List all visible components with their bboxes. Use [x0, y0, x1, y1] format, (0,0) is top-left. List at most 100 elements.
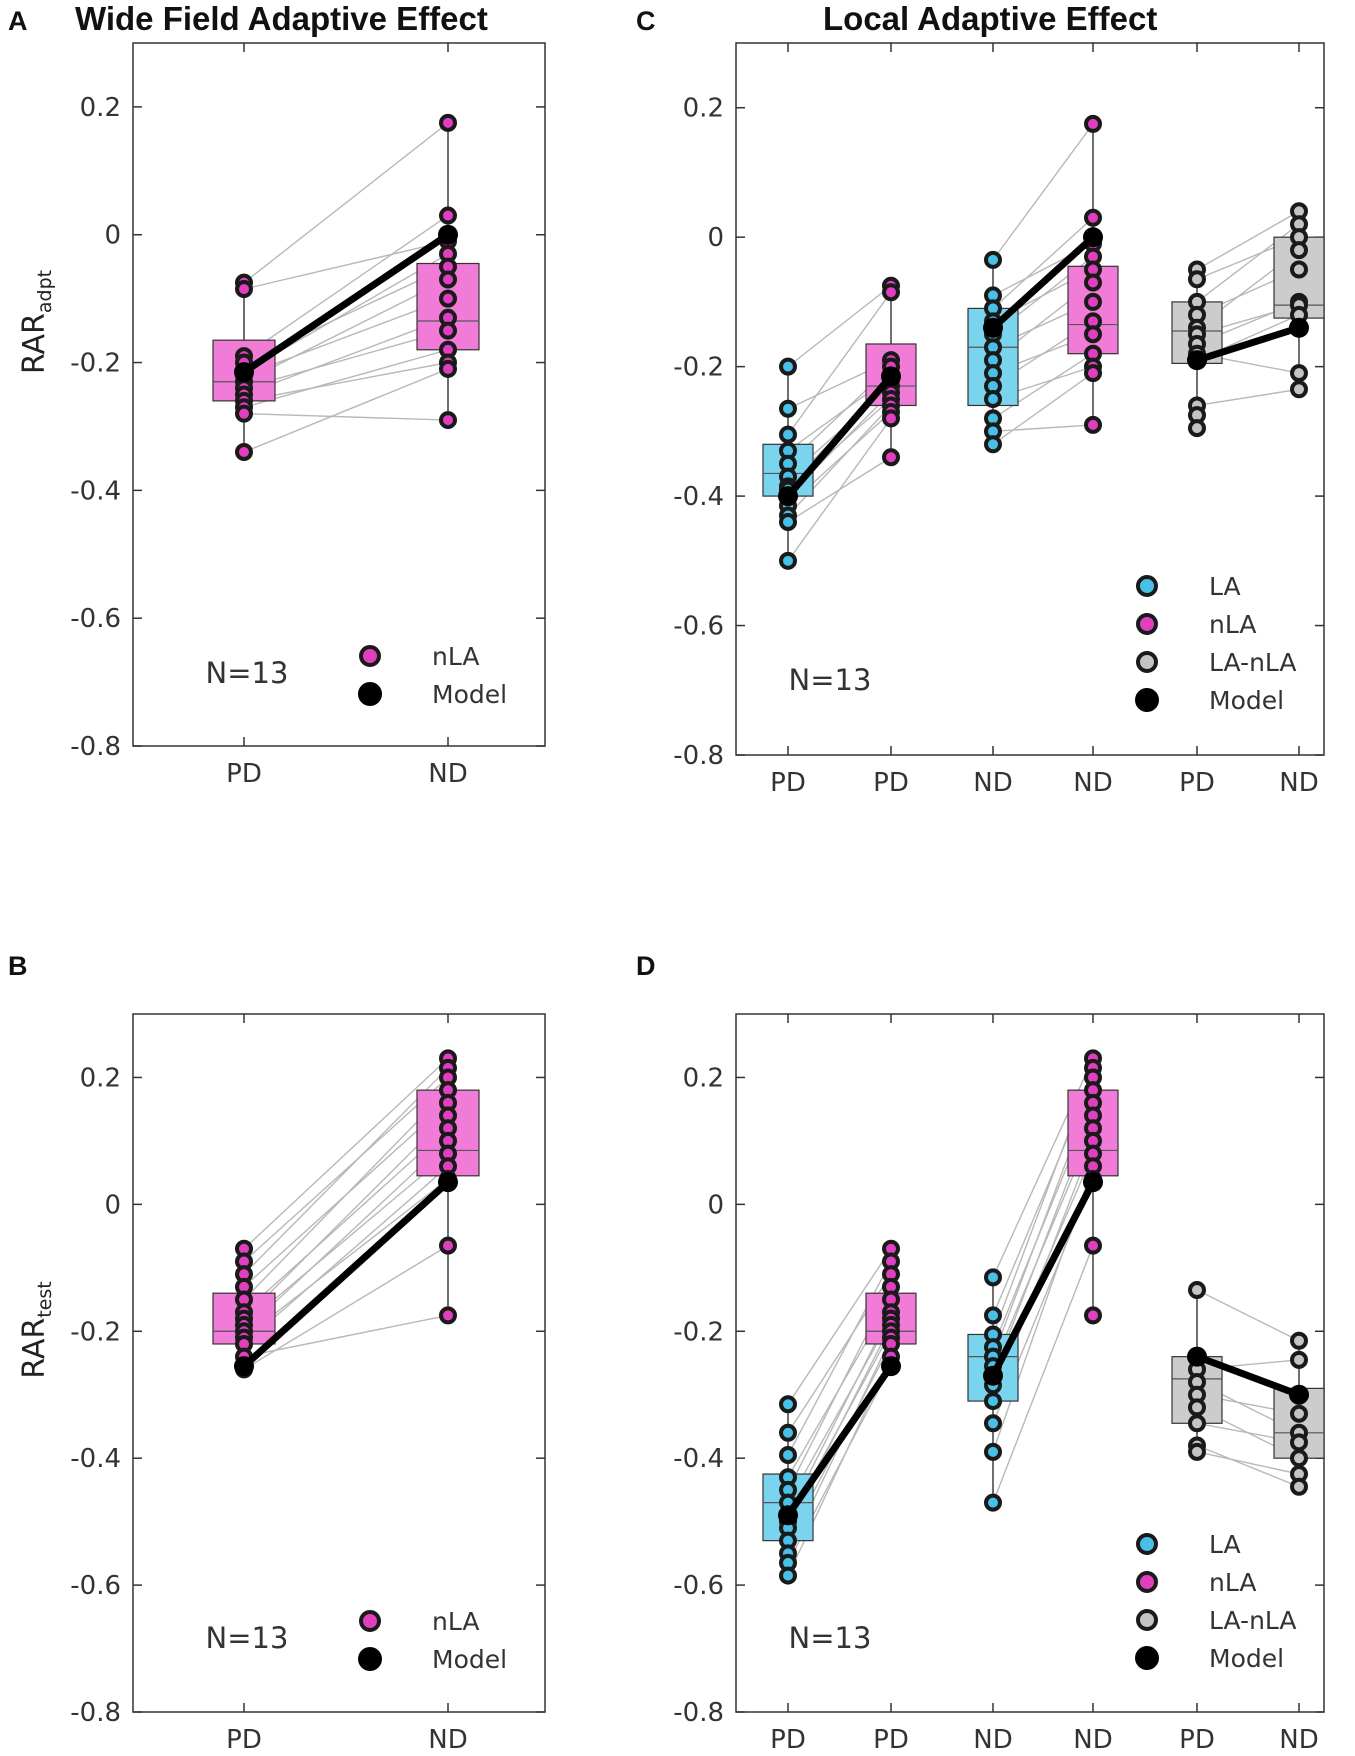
data-point	[439, 1236, 457, 1255]
n-annotation: N=13	[206, 656, 289, 690]
data-point	[984, 250, 1002, 269]
subject-line	[243, 361, 449, 402]
subject-line	[787, 1248, 892, 1405]
y-tick-label: -0.2	[70, 349, 121, 379]
data-point	[1084, 114, 1102, 133]
data-point	[235, 443, 253, 462]
data-point	[882, 283, 900, 302]
data-point	[1290, 1350, 1308, 1369]
model-point	[983, 317, 1003, 338]
subject-line	[992, 217, 1094, 309]
model-series	[234, 1172, 458, 1377]
subject-line	[243, 1127, 449, 1313]
y-axis-label-sub: test	[34, 1281, 56, 1318]
model-point	[1187, 1346, 1207, 1367]
panel-b: B 0.2 0 -0.2 -0.4 -0.6 -0.8 PD ND RARtest N=13 nLA M…	[8, 951, 546, 1755]
subject-line	[243, 1076, 449, 1262]
subject-line	[787, 404, 892, 516]
model-line	[1193, 324, 1303, 364]
data-point	[235, 280, 253, 299]
subject-line	[243, 240, 449, 290]
data-point	[1188, 270, 1206, 289]
model-line	[989, 233, 1097, 332]
legend-label: LA-nLA	[1209, 1606, 1297, 1635]
y-tick-label: -0.8	[673, 741, 724, 771]
legend-label: nLA	[1209, 610, 1256, 639]
x-tick-label: ND	[1073, 768, 1112, 798]
data-point	[779, 1395, 797, 1414]
subject-line	[243, 1165, 449, 1345]
data-point	[882, 448, 900, 467]
panel-letter: C	[636, 6, 656, 36]
data-point	[984, 1392, 1002, 1411]
data-point	[1084, 273, 1102, 292]
subject-line	[243, 329, 449, 389]
model-point	[234, 1356, 254, 1377]
n-annotation: N=13	[789, 663, 872, 697]
data-point	[779, 1446, 797, 1465]
x-tick-label: ND	[1279, 768, 1318, 798]
model-point	[1289, 317, 1309, 338]
model-line	[784, 372, 895, 500]
y-axis-label: RARtest	[17, 1281, 56, 1379]
subject-line	[243, 1067, 449, 1275]
panel-d: D 0.2 0 -0.2 -0.4 -0.6 -0.8 PD PD ND ND PD ND N=13 LA n…	[636, 951, 1325, 1755]
y-tick-label: 0	[707, 1190, 724, 1220]
y-tick-label: -0.4	[70, 1444, 121, 1474]
subject-line	[243, 1245, 449, 1370]
model-point	[438, 1172, 458, 1193]
n-annotation: N=13	[789, 1621, 872, 1655]
subject-lines	[787, 1058, 1300, 1576]
data-point	[779, 425, 797, 444]
y-tick-label: -0.2	[673, 1317, 724, 1347]
subject-line	[992, 123, 1094, 261]
data-point	[779, 399, 797, 418]
y-tick-label: 0.2	[683, 1063, 724, 1093]
data-point	[439, 113, 457, 132]
x-tick-label: PD	[1179, 768, 1215, 798]
model-point	[778, 486, 798, 507]
panel-c: C 0.2 0 -0.2 -0.4 -0.6 -0.8 PD PD ND ND PD ND N=13 LA n…	[636, 6, 1325, 798]
data-point	[1290, 1331, 1308, 1350]
panel-letter: D	[636, 951, 656, 981]
data-point	[779, 512, 797, 531]
points-group-6	[1290, 1331, 1308, 1496]
plot-frame	[132, 1013, 546, 1713]
y-axis-label-base: RAR	[17, 313, 52, 374]
plot-frame	[132, 42, 546, 747]
y-tick-label: 0.2	[80, 93, 121, 123]
x-tick-label: PD	[1179, 1725, 1215, 1755]
data-point	[1188, 1398, 1206, 1417]
model-point	[438, 224, 458, 245]
subject-line	[1196, 210, 1300, 271]
data-point	[1290, 241, 1308, 260]
y-tick-label: -0.4	[70, 476, 121, 506]
subject-line	[1196, 388, 1300, 407]
data-point	[984, 1493, 1002, 1512]
legend-label: LA	[1209, 1530, 1241, 1559]
data-point	[779, 1566, 797, 1585]
legend-marker-model	[358, 682, 382, 706]
model-point	[778, 1505, 798, 1526]
data-point	[984, 1414, 1002, 1433]
legend: LA nLA LA-nLA Model	[1135, 1530, 1297, 1673]
legend: nLA Model	[358, 642, 507, 709]
model-line	[240, 1178, 452, 1370]
y-tick-label: 0	[104, 221, 121, 251]
legend-marker-model	[1135, 1646, 1159, 1670]
legend-marker	[359, 645, 381, 667]
data-point	[779, 1423, 797, 1442]
y-tick-label: -0.4	[673, 482, 724, 512]
legend-marker	[1136, 575, 1158, 597]
y-tick-label: -0.2	[673, 353, 724, 383]
subject-line	[243, 1314, 449, 1358]
subject-lines	[243, 1057, 449, 1370]
plot-frame	[735, 1013, 1325, 1713]
legend-label: Model	[432, 1645, 507, 1674]
subject-line	[787, 285, 892, 368]
subject-line	[1196, 1289, 1300, 1342]
y-tick-label: -0.6	[673, 1571, 724, 1601]
data-point	[984, 1306, 1002, 1325]
legend-marker	[1136, 1609, 1158, 1631]
data-point	[1188, 1281, 1206, 1300]
